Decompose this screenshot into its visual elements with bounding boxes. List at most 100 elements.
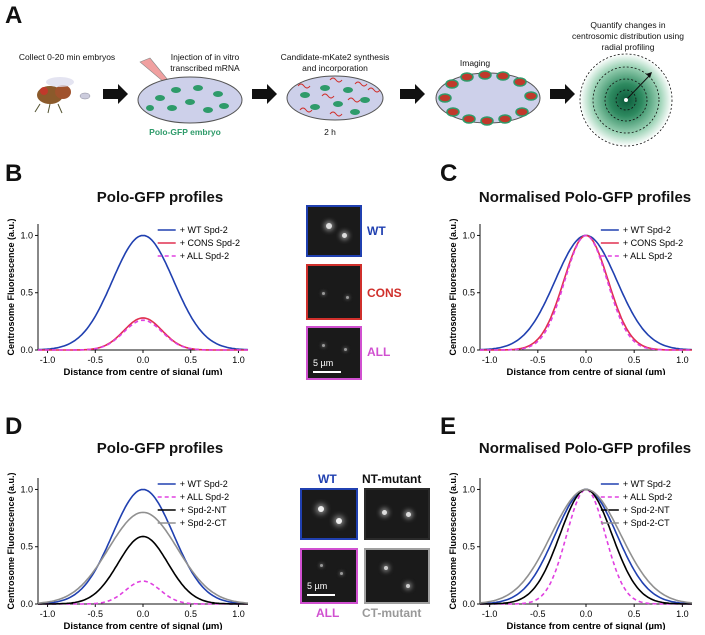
y-tick-label: 0.5 [20, 542, 33, 552]
scale-bar-label: 5 µm [307, 581, 328, 591]
fly-icon [34, 77, 91, 114]
legend-label: + CONS Spd-2 [180, 238, 240, 248]
x-tick-label: 1.0 [676, 609, 689, 619]
series-line-4 [479, 488, 693, 604]
legend-label: + WT Spd-2 [623, 225, 671, 235]
x-tick-label: 1.0 [232, 609, 245, 619]
micrograph-wt [306, 205, 362, 257]
x-tick-label: 0.0 [137, 355, 150, 365]
chart-b-title: Polo-GFP profiles [96, 189, 224, 206]
legend-label: + CONS Spd-2 [623, 238, 683, 248]
series-line-2 [480, 488, 692, 605]
arrow-3-icon [400, 84, 425, 104]
micrograph-d-nt-label: NT-mutant [362, 472, 422, 486]
legend-label: + ALL Spd-2 [623, 251, 672, 261]
micrograph-d-wt-label: WT [318, 472, 337, 486]
x-tick-label: -1.0 [482, 355, 498, 365]
legend-label: + WT Spd-2 [180, 225, 228, 235]
arrow-1-icon [103, 84, 128, 104]
chart-c: -1.0 -0.5 0.0 0.5 1.0 0.0 0.5 1.0 Distance from … [448, 218, 693, 375]
panel-label-c: C [440, 160, 458, 187]
panel-label-b: B [5, 160, 23, 187]
step-collect-label: Collect 0-20 min embryos [18, 52, 116, 62]
series-line-3 [38, 319, 248, 351]
x-tick-label: 0.0 [137, 609, 150, 619]
y-axis-label: Centrosome Fluorescence (a.u.) [6, 472, 16, 609]
micrograph-all: 5 µm [306, 326, 362, 380]
chart-c-title: Normalised Polo-GFP profiles [478, 189, 692, 206]
micrograph-d-wt [300, 488, 358, 540]
legend-label: + WT Spd-2 [623, 479, 671, 489]
centrosome-spot [384, 566, 388, 570]
x-tick-label: -0.5 [88, 355, 104, 365]
micrograph-all-label: ALL [367, 345, 391, 359]
series-line-2 [38, 317, 248, 351]
x-tick-label: -1.0 [482, 609, 498, 619]
y-tick-label: 0.5 [462, 542, 475, 552]
centrosome-spot [322, 344, 325, 347]
series-line-2 [38, 580, 248, 605]
legend-label: + ALL Spd-2 [180, 251, 229, 261]
centrosome-spot [320, 564, 323, 567]
y-tick-label: 0.0 [20, 599, 33, 609]
panel-label-e: E [440, 413, 457, 440]
panel-label-d: D [5, 413, 23, 440]
x-tick-label: 0.5 [184, 609, 197, 619]
arrow-4-icon [550, 84, 575, 104]
embryo-2-icon [286, 75, 384, 121]
y-tick-label: 0.0 [20, 345, 33, 355]
centrosome-spot [344, 348, 347, 351]
polo-gfp-embryo-label: Polo-GFP embryo [149, 127, 221, 137]
micrograph-d-all-label: ALL [316, 606, 340, 620]
x-tick-label: -0.5 [530, 355, 546, 365]
micrograph-d-all: 5 µm [300, 548, 358, 604]
y-axis-label: Centrosome Fluorescence (a.u.) [448, 472, 458, 609]
panel-a-schematic [34, 53, 673, 147]
x-axis-label: Distance from centre of signal (µm) [506, 621, 665, 630]
x-tick-label: 0.5 [628, 355, 641, 365]
scale-bar-label: 5 µm [313, 358, 334, 368]
centrosome-spot [406, 584, 410, 588]
step-quantify-label: Quantify changes in centrosomic distribu… [572, 20, 684, 52]
panel-label-a: A [5, 2, 23, 29]
x-axis-label: Distance from centre of signal (µm) [63, 367, 222, 375]
centrosome-spot [336, 518, 342, 524]
series-line-3 [480, 234, 692, 351]
legend-label: + WT Spd-2 [180, 479, 228, 489]
step-imaging-label: Imaging [459, 58, 491, 68]
series-line-3 [38, 535, 248, 605]
y-tick-label: 0.0 [462, 599, 475, 609]
x-tick-label: 0.5 [184, 355, 197, 365]
y-tick-label: 0.5 [20, 288, 33, 298]
legend-label: + Spd-2-NT [180, 505, 227, 515]
x-tick-label: -0.5 [530, 609, 546, 619]
x-tick-label: -0.5 [88, 609, 104, 619]
step-injection-label: Injection of in vitro transcribed mRNA [170, 52, 240, 73]
chart-e-title: Normalised Polo-GFP profiles [478, 440, 692, 457]
x-tick-label: 1.0 [232, 355, 245, 365]
chart-d: -1.0 -0.5 0.0 0.5 1.0 0.0 0.5 1.0 Distance from … [6, 472, 249, 630]
x-tick-label: 0.0 [580, 609, 593, 619]
x-tick-label: -1.0 [40, 355, 56, 365]
x-tick-label: -1.0 [40, 609, 56, 619]
centrosome-spot [382, 510, 387, 515]
chart-e: -1.0 -0.5 0.0 0.5 1.0 0.0 0.5 1.0 Distance from … [448, 472, 693, 630]
micrograph-cons [306, 264, 362, 320]
x-axis-label: Distance from centre of signal (µm) [63, 621, 222, 630]
scale-bar [313, 371, 341, 373]
y-tick-label: 1.0 [20, 230, 33, 240]
y-axis-label: Centrosome Fluorescence (a.u.) [6, 218, 16, 355]
centrosome-spot [342, 233, 347, 238]
series-line-1 [37, 488, 249, 605]
y-axis-label: Centrosome Fluorescence (a.u.) [448, 218, 458, 355]
legend-label: + ALL Spd-2 [180, 492, 229, 502]
x-tick-label: 0.0 [580, 355, 593, 365]
micrograph-cons-label: CONS [367, 286, 402, 300]
centrosome-spot [326, 223, 332, 229]
centrosome-spot [340, 572, 343, 575]
embryo-1-icon [137, 76, 243, 124]
series-line-4 [37, 511, 249, 604]
micrograph-d-nt [364, 488, 430, 540]
embryo-3-icon [435, 70, 541, 126]
chart-d-title: Polo-GFP profiles [96, 440, 224, 457]
